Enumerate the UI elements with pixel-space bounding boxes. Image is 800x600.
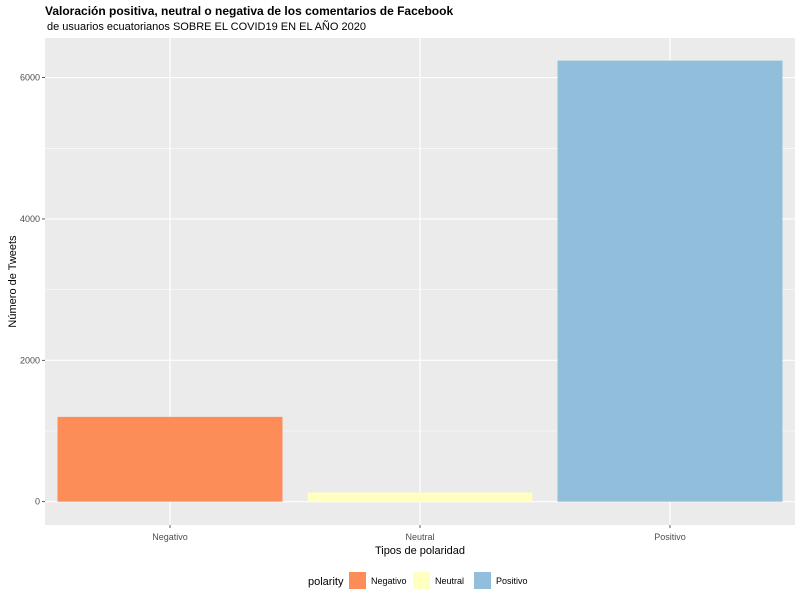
legend-key-positivo	[474, 572, 491, 589]
bar-positivo	[557, 60, 783, 502]
chart-title: Valoración positiva, neutral o negativa …	[45, 4, 454, 18]
legend-key-neutral	[413, 572, 430, 589]
chart-subtitle: de usuarios ecuatorianos SOBRE EL COVID1…	[47, 21, 366, 33]
y-tick-label: 6000	[20, 73, 40, 83]
bar-negativo	[57, 416, 283, 502]
legend: polarity Negativo Neutral Positivo	[308, 572, 528, 589]
y-tick-label: 0	[35, 497, 40, 507]
x-axis-title: Tipos de polaridad	[375, 545, 465, 557]
legend-label: Negativo	[371, 576, 407, 586]
legend-key-negativo	[349, 572, 366, 589]
x-tick-label: Negativo	[152, 532, 188, 542]
x-tick-label: Positivo	[654, 532, 686, 542]
bars	[57, 60, 783, 502]
x-axis: Negativo Neutral Positivo	[152, 525, 686, 542]
y-axis-title: Número de Tweets	[7, 235, 19, 328]
bar-neutral	[307, 492, 533, 502]
legend-title: polarity	[308, 576, 344, 588]
y-axis: 0 2000 4000 6000	[20, 73, 45, 507]
x-tick-label: Neutral	[405, 532, 434, 542]
y-tick-label: 4000	[20, 214, 40, 224]
y-tick-label: 2000	[20, 355, 40, 365]
legend-label: Neutral	[435, 576, 464, 586]
legend-label: Positivo	[496, 576, 528, 586]
